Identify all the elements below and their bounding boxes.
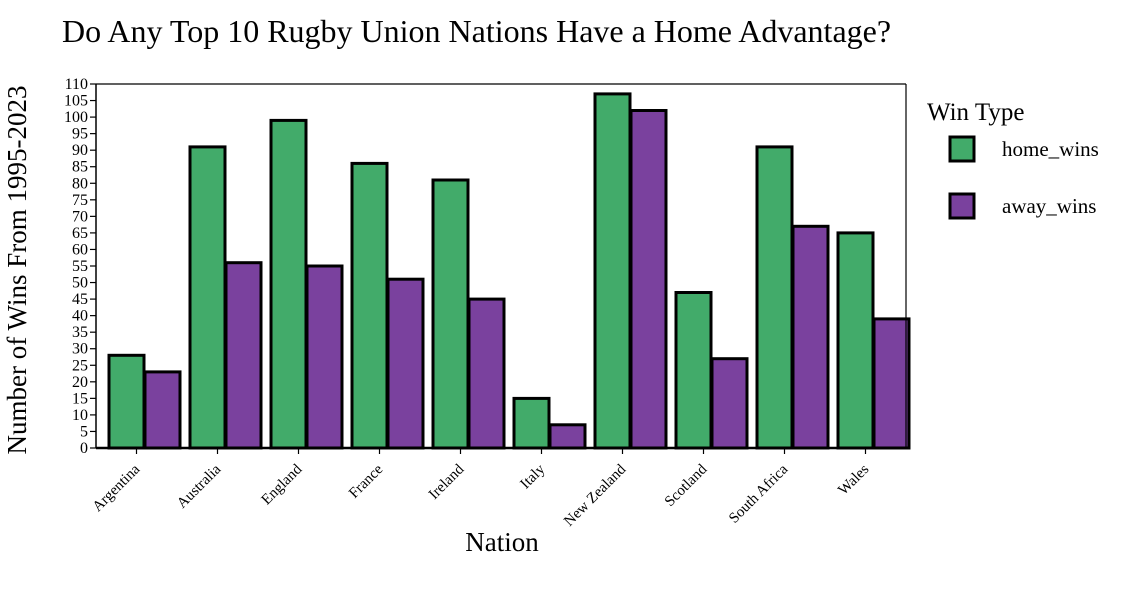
y-tick-label: 30: [72, 341, 88, 358]
legend-title: Win Type: [927, 99, 1024, 126]
y-tick-label: 60: [72, 241, 88, 258]
bar-australia-home-wins: [188, 145, 227, 450]
bar-south-africa-away-wins: [791, 224, 830, 450]
y-axis-title: Number of Wins From 1995-2023: [2, 86, 32, 455]
legend-swatch-home-wins: [948, 135, 976, 163]
y-tick-label: 105: [64, 93, 88, 110]
y-tick-label: 40: [72, 308, 88, 325]
y-tick-label: 100: [64, 109, 88, 126]
x-tick-label-england: England: [259, 461, 306, 508]
x-tick-label-new-zealand: New Zealand: [561, 461, 630, 530]
legend-label-away-wins: away_wins: [1002, 194, 1096, 218]
x-axis-title: Nation: [465, 527, 539, 557]
y-tick-label: 90: [72, 142, 88, 159]
y-tick-label: 110: [65, 76, 88, 93]
bar-argentina-home-wins: [107, 353, 146, 450]
bar-australia-away-wins: [224, 261, 263, 450]
bar-england-away-wins: [305, 264, 344, 450]
bar-france-home-wins: [350, 161, 389, 450]
bar-argentina-away-wins: [143, 370, 182, 450]
y-tick-label: 25: [72, 357, 88, 374]
bar-new-zealand-away-wins: [629, 109, 668, 450]
bar-france-away-wins: [386, 277, 425, 450]
bar-wales-away-wins: [872, 317, 911, 450]
x-tick-label-wales: Wales: [835, 461, 872, 498]
bar-ireland-away-wins: [467, 297, 506, 450]
bar-italy-home-wins: [512, 396, 551, 450]
y-tick-label: 0: [80, 440, 88, 457]
x-tick-label-scotland: Scotland: [662, 461, 711, 510]
y-tick-label: 85: [72, 159, 88, 176]
legend: Win Type home_wins away_wins: [927, 99, 1099, 220]
y-tick-label: 55: [72, 258, 88, 275]
y-tick-label: 75: [72, 192, 88, 209]
y-tick-label: 5: [80, 423, 88, 440]
x-axis: Argentina Australia England France Ireland It…: [90, 446, 906, 530]
y-tick-label: 35: [72, 324, 88, 341]
y-axis: 0510152025303540455055606570758085909510…: [64, 76, 907, 457]
y-tick-label: 70: [72, 208, 88, 225]
bar-scotland-away-wins: [710, 357, 749, 450]
bars-group: [107, 92, 911, 450]
y-tick-label: 95: [72, 126, 88, 143]
bar-scotland-home-wins: [674, 291, 713, 450]
legend-swatch-away-wins: [948, 192, 976, 220]
y-tick-label: 20: [72, 374, 88, 391]
y-tick-label: 65: [72, 225, 88, 242]
x-tick-label-argentina: Argentina: [90, 461, 144, 515]
x-tick-label-ireland: Ireland: [426, 461, 468, 503]
y-tick-label: 15: [72, 390, 88, 407]
y-tick-label: 45: [72, 291, 88, 308]
chart-title: Do Any Top 10 Rugby Union Nations Have a…: [62, 13, 891, 49]
bar-new-zealand-home-wins: [593, 92, 632, 450]
x-tick-label-france: France: [346, 461, 386, 501]
bar-italy-away-wins: [548, 423, 587, 450]
legend-label-home-wins: home_wins: [1002, 137, 1099, 161]
x-tick-label-italy: Italy: [518, 461, 549, 492]
bar-england-home-wins: [269, 118, 308, 450]
x-tick-label-south-africa: South Africa: [726, 461, 791, 526]
bar-south-africa-home-wins: [755, 145, 794, 450]
y-tick-label: 10: [72, 407, 88, 424]
bar-ireland-home-wins: [431, 178, 470, 450]
x-tick-label-australia: Australia: [174, 461, 224, 511]
bar-wales-home-wins: [836, 231, 875, 450]
y-tick-label: 50: [72, 275, 88, 292]
y-tick-label: 80: [72, 175, 88, 192]
